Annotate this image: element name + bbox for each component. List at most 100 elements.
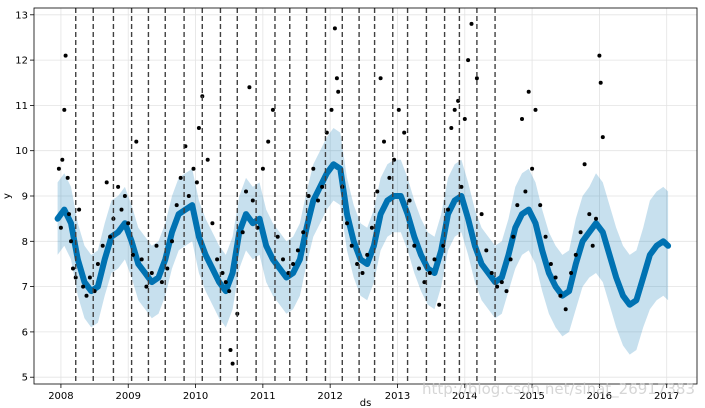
observed-point [159,280,164,285]
observed-point [73,275,78,280]
observed-point [598,80,603,85]
observed-point [600,135,605,140]
uncertainty-interval [57,128,669,355]
observed-point [130,252,135,257]
observed-point [375,189,380,194]
observed-point [139,257,144,262]
y-axis-label: y [2,193,13,199]
observed-point [230,361,235,366]
observed-point [240,230,245,235]
observed-point [538,203,543,208]
observed-point [553,275,558,280]
observed-point [69,239,73,244]
observed-point [360,271,365,275]
observed-point [387,175,392,180]
observed-point [508,257,513,262]
observed-point [369,225,374,230]
observed-point [474,76,479,81]
observed-point [60,157,65,162]
observed-point [365,252,370,257]
observed-point [446,207,450,212]
y-tick-label: 8 [22,237,28,248]
observed-point [504,289,509,294]
observed-point [154,243,159,248]
observed-point [499,280,504,285]
observed-point [329,107,334,112]
observed-point [548,262,553,266]
observed-point [489,271,494,275]
observed-point [104,180,109,185]
observed-point [65,175,70,180]
y-tick-label: 6 [22,327,28,338]
x-tick-label: 2011 [250,391,275,402]
observed-point [194,180,199,185]
observed-point [116,184,121,189]
observed-point [349,243,354,248]
observed-point [520,117,524,121]
observed-point [558,293,563,298]
observed-point [515,203,520,208]
observed-point [228,348,233,352]
observed-point [87,275,92,280]
observed-point [191,166,196,171]
forecast-line [54,161,672,308]
observed-point [432,257,437,262]
observed-point [81,284,86,289]
observed-point [67,212,71,217]
observed-point [597,53,602,58]
observed-point [210,221,215,226]
observed-point [227,289,232,294]
observed-point [306,194,311,198]
observed-point [301,230,306,235]
observed-point [84,293,89,298]
observed-point [126,221,131,226]
observed-point [205,157,210,162]
observed-point [427,271,432,275]
observed-point [178,175,183,180]
observed-point [174,203,179,208]
x-tick-label: 2015 [519,391,544,402]
observed-point [281,257,285,262]
observed-point [437,302,442,307]
observed-point [220,271,225,275]
observed-point [316,198,320,203]
observed-point [134,139,139,144]
observed-point [108,234,113,239]
observed-point [484,248,489,253]
y-tick-label: 7 [22,282,28,293]
observed-point [149,271,154,275]
x-tick-label: 2014 [452,391,477,402]
observed-point [582,162,587,167]
x-tick-label: 2017 [654,391,679,402]
observed-point [479,212,484,217]
observed-point [587,212,592,217]
observed-point [462,117,467,121]
observed-point [244,189,248,194]
observed-point [62,107,67,112]
observed-point [270,107,275,112]
y-tick-label: 9 [22,192,28,203]
observed-point [563,307,568,312]
observed-point [275,234,280,239]
observed-point [95,262,100,266]
x-tick-label: 2010 [183,391,208,402]
observed-point [334,76,339,81]
observed-point [449,126,454,130]
observed-point [223,280,228,285]
observed-point [355,262,360,266]
y-tick-label: 12 [15,56,28,67]
observed-point [396,107,401,112]
observed-point [119,207,124,212]
y-tick-label: 11 [15,101,28,112]
observed-point [573,252,578,257]
observed-point [58,225,63,230]
observed-point [122,194,127,198]
y-tick-label: 10 [15,146,28,157]
observed-point [56,166,61,171]
observed-point [63,53,68,58]
observed-point [452,107,457,112]
x-tick-label: 2008 [48,391,73,402]
x-tick-label: 2016 [587,391,612,402]
observed-point [422,280,427,285]
observed-point [247,85,252,90]
